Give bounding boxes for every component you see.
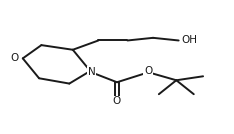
Text: N: N — [88, 67, 95, 77]
Text: O: O — [113, 96, 121, 107]
Text: O: O — [11, 53, 19, 63]
Text: OH: OH — [181, 36, 197, 45]
Text: O: O — [144, 66, 153, 76]
